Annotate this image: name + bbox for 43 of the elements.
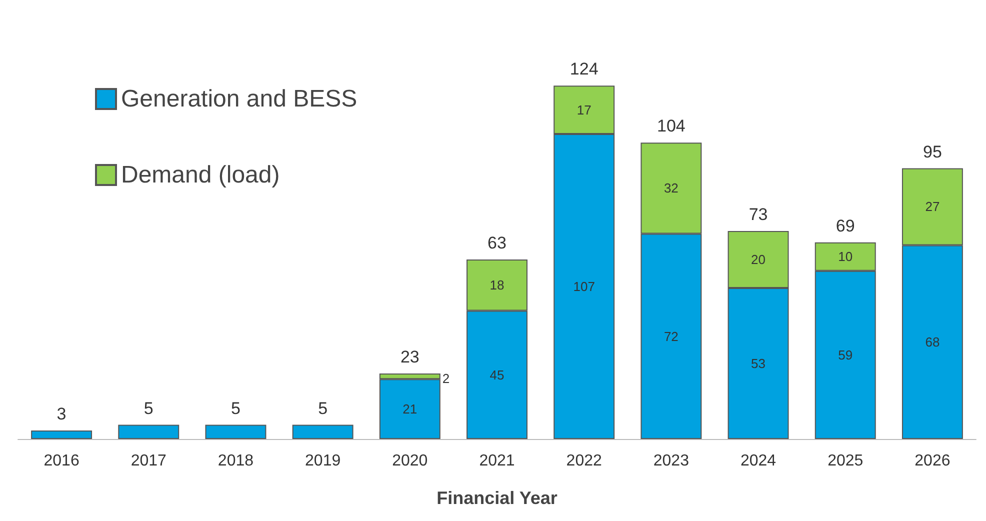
legend-label: Demand (load) xyxy=(121,162,280,188)
total-label: 95 xyxy=(922,142,942,162)
x-tick-label: 2024 xyxy=(740,452,776,470)
data-label: 32 xyxy=(664,180,678,196)
legend-label: Generation and BESS xyxy=(121,86,358,112)
total-label: 3 xyxy=(56,404,66,424)
total-label: 73 xyxy=(748,204,768,224)
total-label: 69 xyxy=(836,216,855,236)
total-label: 5 xyxy=(144,398,154,418)
data-label: 17 xyxy=(576,102,592,118)
data-label: 27 xyxy=(925,199,940,214)
x-tick-label: 2019 xyxy=(305,452,341,470)
data-label: 68 xyxy=(925,334,940,350)
total-label: 104 xyxy=(656,116,686,136)
data-label: 10 xyxy=(838,249,853,264)
data-label: 2 xyxy=(442,370,450,386)
data-label: 107 xyxy=(573,279,595,294)
x-tick-label: 2016 xyxy=(44,452,80,470)
x-tick-label: 2026 xyxy=(914,452,950,470)
x-tick-label: 2023 xyxy=(653,452,690,470)
x-axis-title: Financial Year xyxy=(436,488,558,508)
bar xyxy=(31,430,92,439)
data-label: 21 xyxy=(402,402,418,417)
x-tick-label: 2022 xyxy=(566,452,602,470)
total-label: 23 xyxy=(400,347,420,366)
x-tick-label: 2021 xyxy=(479,452,515,470)
data-label: 45 xyxy=(490,367,504,382)
bar xyxy=(118,424,180,439)
bar xyxy=(292,424,354,439)
total-label: 5 xyxy=(318,398,328,418)
bar xyxy=(205,424,266,439)
data-label: 18 xyxy=(490,278,504,293)
total-label: 5 xyxy=(230,398,240,418)
x-tick-label: 2018 xyxy=(218,452,254,470)
data-label: 72 xyxy=(664,328,678,344)
x-tick-label: 2020 xyxy=(392,452,428,470)
total-label: 124 xyxy=(570,60,598,79)
x-tick-label: 2025 xyxy=(828,452,864,470)
x-tick-label: 2017 xyxy=(130,452,167,470)
data-label: 59 xyxy=(838,347,853,362)
total-label: 63 xyxy=(488,233,506,252)
data-label: 20 xyxy=(751,252,766,267)
data-label: 53 xyxy=(751,356,766,371)
